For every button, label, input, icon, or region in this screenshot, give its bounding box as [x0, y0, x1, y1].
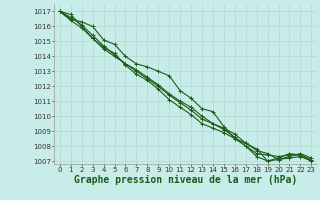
X-axis label: Graphe pression niveau de la mer (hPa): Graphe pression niveau de la mer (hPa)	[74, 175, 297, 185]
